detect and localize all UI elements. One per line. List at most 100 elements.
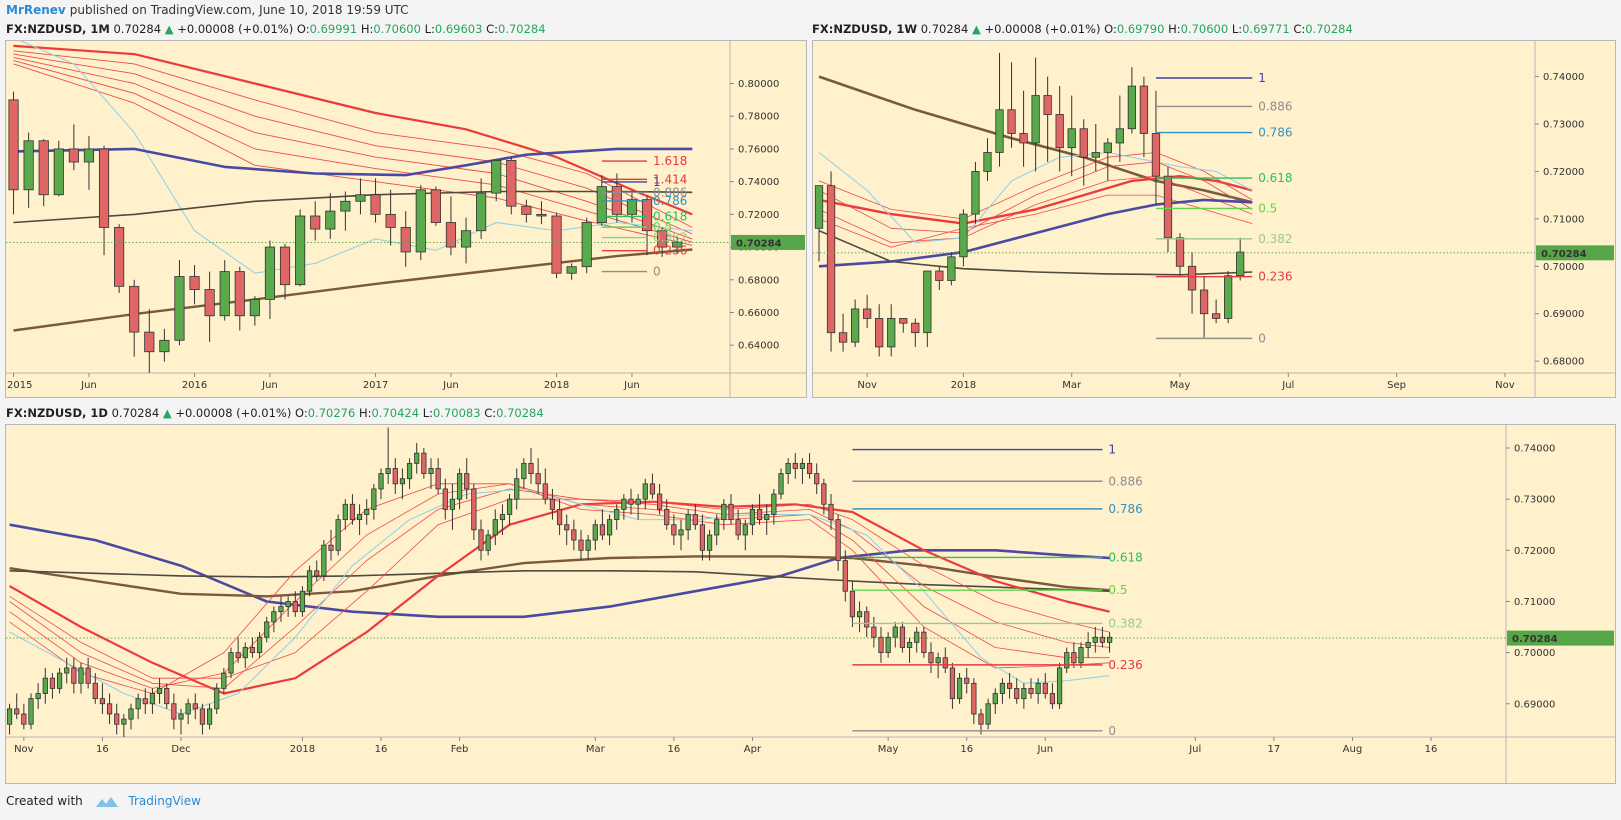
bull-candle bbox=[971, 171, 980, 215]
change: +0.00008 (+0.01%) bbox=[177, 22, 294, 36]
bull-candle bbox=[956, 677, 963, 700]
close: 0.70284 bbox=[1305, 22, 1353, 36]
bull-candle bbox=[256, 636, 263, 654]
y-tick-label: 0.73000 bbox=[1514, 495, 1555, 506]
bear-candle bbox=[1211, 313, 1221, 319]
bull-candle bbox=[249, 299, 260, 317]
fib-level-label: 0.886 bbox=[653, 185, 687, 199]
bull-candle bbox=[985, 703, 991, 725]
chart-monthly[interactable]: 0.800000.780000.760000.740000.720000.700… bbox=[6, 41, 806, 397]
bear-candle bbox=[549, 498, 556, 510]
bear-candle bbox=[564, 524, 570, 531]
plot-area bbox=[6, 427, 1113, 737]
bear-candle bbox=[464, 473, 470, 490]
fib-level-label: 0.236 bbox=[1108, 658, 1142, 672]
x-tick-label: Nov bbox=[1495, 380, 1515, 391]
bull-candle bbox=[635, 498, 641, 505]
fib-level-label: 0.382 bbox=[653, 231, 687, 245]
bull-candle bbox=[428, 468, 434, 474]
bear-candle bbox=[528, 462, 534, 474]
bull-candle bbox=[356, 514, 363, 521]
bear-candle bbox=[671, 524, 677, 536]
up-arrow-icon: ▲ bbox=[971, 22, 981, 36]
moving-average-line bbox=[13, 44, 693, 216]
bull-candle bbox=[814, 185, 824, 229]
x-tick-label: Aug bbox=[1343, 744, 1363, 755]
last-price: 0.70284 bbox=[111, 406, 160, 420]
chart-daily[interactable]: 0.74000 0.73000 0.72000 0.71000 0.70000 0.690… bbox=[6, 425, 1615, 783]
bull-candle bbox=[596, 186, 607, 223]
bear-candle bbox=[641, 199, 653, 232]
bull-candle bbox=[1067, 128, 1076, 149]
bear-candle bbox=[649, 483, 656, 495]
bear-candle bbox=[921, 631, 927, 654]
bull-candle bbox=[499, 514, 506, 521]
x-tick-label: Jul bbox=[1281, 380, 1294, 391]
bull-candle bbox=[785, 462, 791, 474]
bull-candle bbox=[228, 652, 234, 674]
bear-candle bbox=[1079, 128, 1088, 158]
bull-candle bbox=[742, 524, 748, 536]
chart-panel-weekly[interactable]: 0.74000 0.73000 0.72000 0.71000 0.70000 0.690… bbox=[812, 40, 1616, 398]
bear-candle bbox=[21, 713, 27, 725]
bear-candle bbox=[8, 99, 19, 191]
chart-weekly[interactable]: 0.74000 0.73000 0.72000 0.71000 0.70000 0.690… bbox=[813, 41, 1615, 397]
bull-candle bbox=[626, 199, 638, 215]
fib-level-label: 1.618 bbox=[653, 154, 687, 168]
bear-candle bbox=[864, 611, 870, 628]
bull-candle bbox=[947, 256, 956, 281]
author-link[interactable]: MrRenev bbox=[6, 3, 66, 17]
bull-candle bbox=[78, 667, 84, 684]
symbol: FX:NZDUSD bbox=[6, 406, 82, 420]
bear-candle bbox=[928, 652, 934, 664]
bear-candle bbox=[863, 308, 872, 319]
y-tick-label: 0.72000 bbox=[738, 210, 779, 221]
bear-candle bbox=[728, 503, 734, 521]
bear-candle bbox=[234, 271, 245, 317]
bear-candle bbox=[400, 227, 411, 253]
bear-candle bbox=[442, 488, 448, 510]
bear-candle bbox=[199, 708, 206, 725]
bull-candle bbox=[271, 611, 277, 623]
bear-candle bbox=[478, 529, 484, 551]
x-tick-label: 2018 bbox=[951, 380, 976, 391]
bull-candle bbox=[460, 230, 472, 248]
bear-candle bbox=[536, 213, 547, 217]
bull-candle bbox=[456, 473, 463, 500]
bear-candle bbox=[292, 601, 298, 613]
bull-candle bbox=[128, 708, 134, 720]
moving-average-line bbox=[818, 198, 1253, 268]
bull-candle bbox=[53, 148, 64, 196]
bear-candle bbox=[1028, 688, 1034, 694]
bull-candle bbox=[491, 159, 502, 194]
bear-candle bbox=[49, 677, 56, 689]
bull-candle bbox=[923, 270, 932, 334]
tradingview-link[interactable]: TradingView bbox=[128, 794, 201, 808]
chart-panel-monthly[interactable]: 0.800000.780000.760000.740000.720000.700… bbox=[5, 40, 807, 398]
bull-candle bbox=[178, 713, 184, 720]
bear-candle bbox=[1139, 85, 1149, 134]
y-tick-label: 0.71000 bbox=[1514, 597, 1555, 608]
x-tick-label: Apr bbox=[744, 744, 762, 755]
bear-candle bbox=[656, 493, 663, 510]
moving-average-line bbox=[13, 190, 693, 224]
last-price: 0.70284 bbox=[113, 22, 162, 36]
bull-candle bbox=[1091, 152, 1100, 158]
moving-average-line bbox=[818, 161, 1253, 234]
bull-candle bbox=[799, 462, 806, 469]
bear-candle bbox=[189, 276, 200, 290]
x-tick-label: Jun bbox=[80, 380, 97, 391]
created-with-label: Created with bbox=[6, 794, 83, 808]
bear-candle bbox=[370, 194, 381, 215]
bear-candle bbox=[971, 682, 977, 715]
chart-panel-daily[interactable]: 0.74000 0.73000 0.72000 0.71000 0.70000 0.690… bbox=[5, 424, 1616, 784]
bull-candle bbox=[371, 488, 377, 510]
fib-level-label: 0.382 bbox=[1108, 616, 1142, 630]
x-tick-label: Dec bbox=[171, 744, 190, 755]
moving-average-line bbox=[13, 60, 693, 243]
bear-candle bbox=[826, 185, 836, 334]
x-tick-label: Feb bbox=[451, 744, 469, 755]
bear-candle bbox=[1014, 688, 1020, 700]
bear-candle bbox=[421, 452, 427, 474]
bear-candle bbox=[556, 508, 563, 526]
